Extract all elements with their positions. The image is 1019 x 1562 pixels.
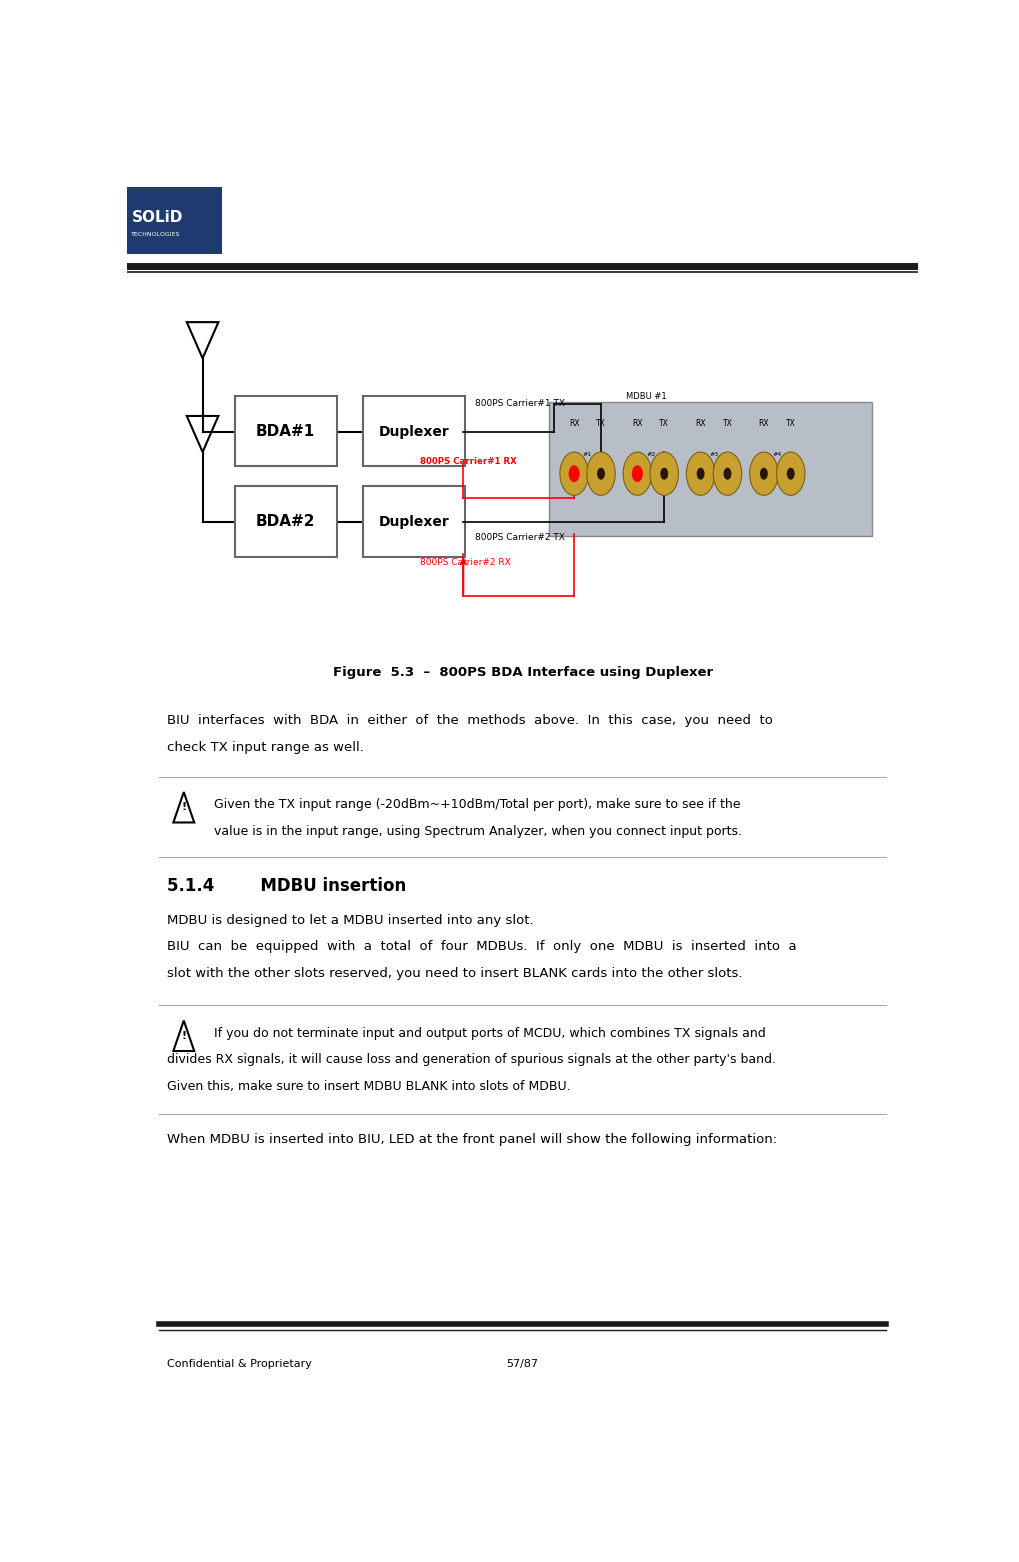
Circle shape (570, 467, 578, 480)
Text: #2: #2 (646, 451, 655, 458)
Text: TX: TX (658, 419, 668, 428)
Text: check TX input range as well.: check TX input range as well. (167, 740, 364, 754)
Text: 800PS Carrier#2 RX: 800PS Carrier#2 RX (420, 558, 511, 567)
Text: 800PS Carrier#2 TX: 800PS Carrier#2 TX (475, 533, 565, 542)
Text: MDBU #1: MDBU #1 (625, 392, 665, 401)
Text: !: ! (181, 803, 186, 812)
Text: divides RX signals, it will cause loss and generation of spurious signals at the: divides RX signals, it will cause loss a… (167, 1053, 775, 1067)
Text: #3: #3 (709, 451, 718, 458)
Text: RX: RX (569, 419, 579, 428)
FancyBboxPatch shape (548, 401, 871, 536)
Text: 5.1.4        MDBU insertion: 5.1.4 MDBU insertion (167, 876, 406, 895)
Text: RX: RX (758, 419, 768, 428)
Text: #4: #4 (772, 451, 782, 458)
Text: Confidential & Proprietary: Confidential & Proprietary (167, 1359, 312, 1368)
Circle shape (759, 467, 767, 480)
Text: Duplexer: Duplexer (378, 515, 449, 530)
Text: BDA#2: BDA#2 (256, 514, 315, 530)
Circle shape (633, 467, 641, 480)
Circle shape (722, 467, 731, 480)
Circle shape (775, 451, 804, 495)
Text: 800PS Carrier#1 TX: 800PS Carrier#1 TX (475, 400, 565, 408)
FancyBboxPatch shape (363, 486, 465, 556)
Circle shape (712, 451, 741, 495)
Text: SOLiD: SOLiD (131, 209, 182, 225)
Text: TX: TX (721, 419, 732, 428)
FancyBboxPatch shape (234, 486, 336, 556)
Circle shape (623, 451, 651, 495)
Circle shape (559, 451, 588, 495)
Circle shape (596, 467, 604, 480)
Circle shape (659, 467, 667, 480)
Text: RX: RX (695, 419, 705, 428)
Text: BDA#1: BDA#1 (256, 425, 315, 439)
Text: TX: TX (595, 419, 605, 428)
Bar (127, 187, 222, 253)
Text: Figure  5.3  –  800PS BDA Interface using Duplexer: Figure 5.3 – 800PS BDA Interface using D… (332, 665, 712, 678)
Text: TECHNOLOGIES: TECHNOLOGIES (131, 231, 180, 237)
Text: When MDBU is inserted into BIU, LED at the front panel will show the following i: When MDBU is inserted into BIU, LED at t… (167, 1132, 776, 1147)
Text: 800PS Carrier#1 RX: 800PS Carrier#1 RX (420, 458, 517, 465)
FancyBboxPatch shape (363, 395, 465, 467)
Text: #1: #1 (583, 451, 592, 458)
Circle shape (749, 451, 777, 495)
Text: Given the TX input range (-20dBm~+10dBm/Total per port), make sure to see if the: Given the TX input range (-20dBm~+10dBm/… (214, 798, 740, 811)
Circle shape (786, 467, 794, 480)
Circle shape (586, 451, 614, 495)
Text: MDBU is designed to let a MDBU inserted into any slot.: MDBU is designed to let a MDBU inserted … (167, 914, 533, 926)
Text: BIU  interfaces  with  BDA  in  either  of  the  methods  above.  In  this  case: BIU interfaces with BDA in either of the… (167, 714, 772, 728)
Text: 57/87: 57/87 (506, 1359, 538, 1368)
Text: RX: RX (632, 419, 642, 428)
Text: Given this, make sure to insert MDBU BLANK into slots of MDBU.: Given this, make sure to insert MDBU BLA… (167, 1079, 570, 1093)
Circle shape (686, 451, 714, 495)
Circle shape (649, 451, 678, 495)
Circle shape (568, 465, 579, 483)
Text: value is in the input range, using Spectrum Analyzer, when you connect input por: value is in the input range, using Spect… (214, 825, 742, 837)
Text: slot with the other slots reserved, you need to insert BLANK cards into the othe: slot with the other slots reserved, you … (167, 967, 742, 979)
Text: If you do not terminate input and output ports of MCDU, which combines TX signal: If you do not terminate input and output… (214, 1026, 765, 1040)
Text: !: ! (181, 1031, 186, 1040)
Text: BIU  can  be  equipped  with  a  total  of  four  MDBUs.  If  only  one  MDBU  i: BIU can be equipped with a total of four… (167, 940, 796, 953)
FancyBboxPatch shape (234, 395, 336, 467)
Circle shape (631, 465, 642, 483)
Circle shape (696, 467, 704, 480)
Text: TX: TX (785, 419, 795, 428)
Text: Duplexer: Duplexer (378, 425, 449, 439)
